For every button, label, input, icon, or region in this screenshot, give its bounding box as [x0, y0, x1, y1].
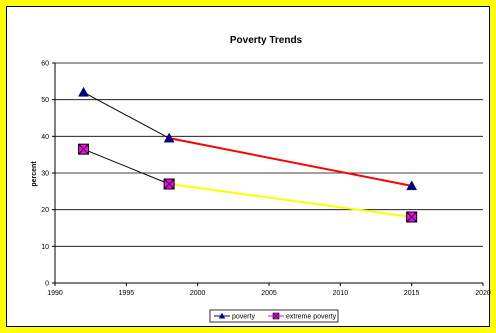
x-tick-label-2020: 2020 [475, 290, 491, 297]
x-tick-label-2000: 2000 [190, 290, 206, 297]
legend-marker-shape-poverty [218, 312, 226, 319]
y-tick-label-30: 30 [41, 171, 49, 178]
series-extreme-poverty-point-2 [406, 211, 418, 223]
legend: poverty extreme poverty [209, 309, 339, 323]
series-extreme-poverty-point-0-cross-b [78, 143, 89, 155]
series-group [78, 86, 418, 223]
x-tick-label-2005: 2005 [261, 290, 277, 297]
series-extreme-poverty-segment-0 [83, 148, 170, 185]
series-poverty-point-1 [163, 132, 175, 143]
y-axis-label: percent [31, 161, 38, 187]
series-extreme-poverty-point-0 [78, 143, 90, 155]
y-tick-label-60: 60 [41, 61, 49, 68]
x-tick-label-1995: 1995 [119, 290, 135, 297]
series-poverty-segment-0 [83, 91, 170, 139]
series-poverty-point-2 [406, 180, 418, 191]
y-tick-label-40: 40 [41, 134, 49, 141]
y-tick-labels: 0 10 20 30 40 50 60 [41, 61, 49, 288]
series-poverty-segment-1 [168, 137, 412, 187]
series-extreme-poverty-segment-1 [168, 183, 412, 218]
legend-label-extreme-poverty: extreme poverty [286, 314, 337, 321]
y-tick-label-10: 10 [41, 244, 49, 251]
x-tick-label-2015: 2015 [404, 290, 420, 297]
y-tick-label-20: 20 [41, 207, 49, 214]
legend-marker-shape-extreme-poverty-cross-b [272, 312, 280, 320]
series-extreme-poverty-point-2-cross-b [406, 211, 418, 223]
y-tick-label-50: 50 [41, 97, 49, 104]
axes [52, 62, 484, 286]
chart-svg: Poverty Trends 1990 1995 2000 2005 2010 2015 2… [31, 35, 491, 323]
legend-marker-shape-extreme-poverty [272, 312, 280, 320]
x-tick-labels: 1990 1995 2000 2005 2010 2015 2020 [47, 290, 491, 297]
x-tick-label-1990: 1990 [47, 290, 63, 297]
legend-label-poverty: poverty [232, 314, 255, 321]
y-tick-label-0: 0 [45, 281, 49, 288]
legend-marker-poverty [218, 312, 226, 319]
x-tick-label-2010: 2010 [333, 290, 349, 297]
chart-title: Poverty Trends [230, 35, 303, 46]
series-poverty-point-0 [78, 86, 89, 97]
grid-lines [55, 62, 483, 284]
legend-marker-extreme-poverty [272, 312, 280, 320]
chart-frame: Poverty Trends 1990 1995 2000 2005 2010 2015 2… [6, 6, 491, 327]
series-extreme-poverty-point-1 [163, 178, 175, 190]
series-extreme-poverty-point-1-cross-b [163, 178, 175, 190]
